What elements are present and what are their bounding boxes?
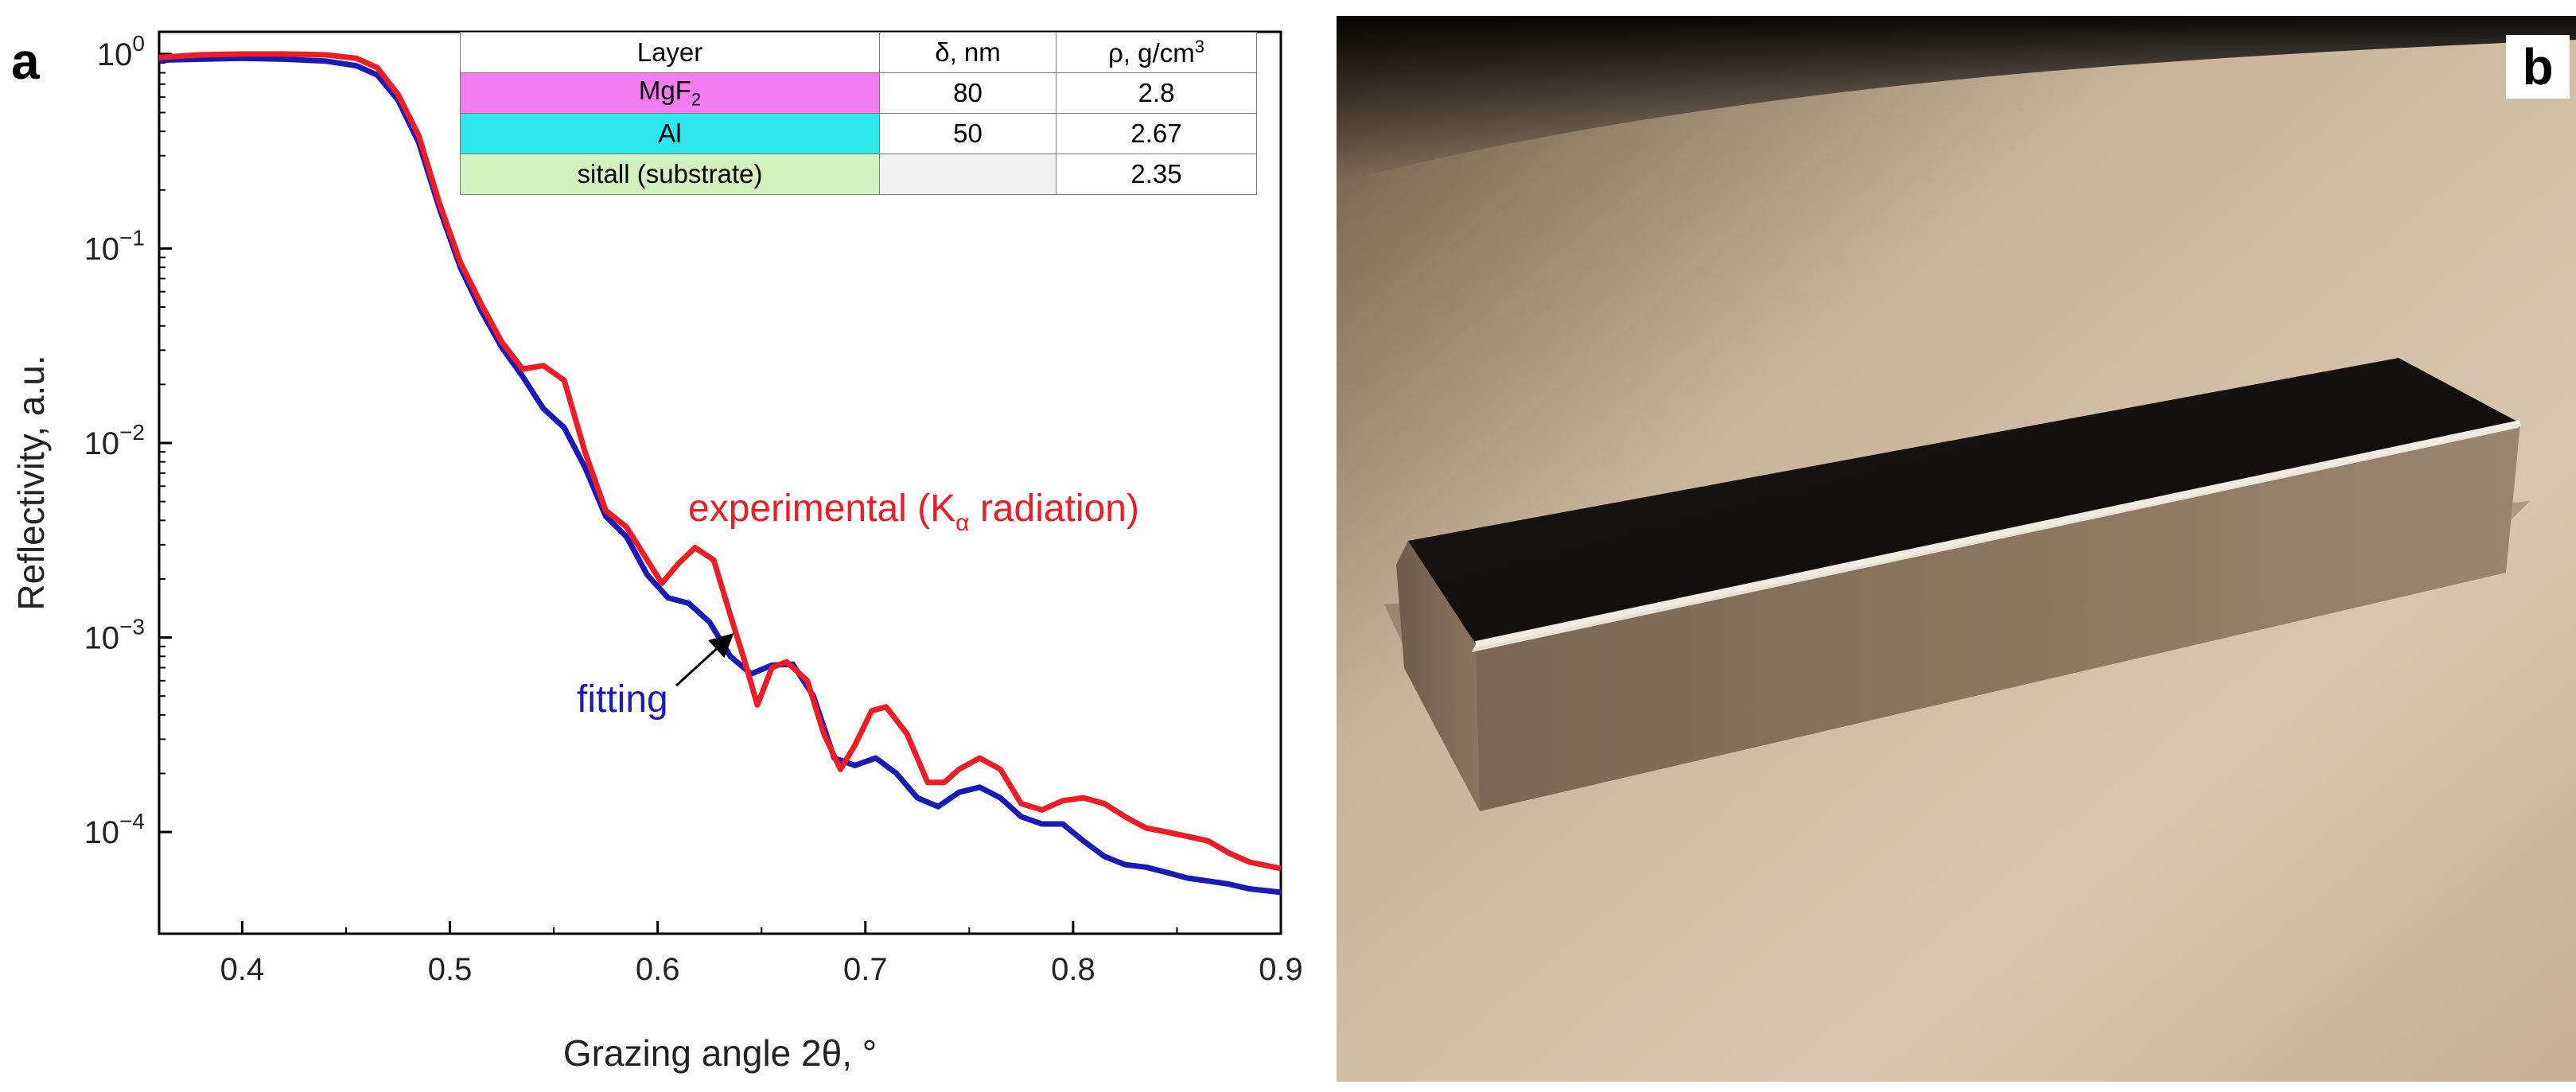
thickness-cell: 50 <box>879 113 1056 154</box>
density-cell: 2.67 <box>1056 113 1257 154</box>
mirror-highlight-edge <box>1475 420 2521 647</box>
header-thickness: δ, nm <box>879 32 1056 73</box>
photo-illustration <box>1337 16 2576 1082</box>
y-axis-label: Reflectivity, a.u. <box>10 355 52 610</box>
x-tick-label: 0.7 <box>843 952 888 987</box>
y-tick-label: 100 <box>97 31 145 72</box>
reflectivity-chart: 0.4 0.5 0.6 0.7 0.8 0.9 100 10−1 10−2 10−3 10−4 G… <box>10 30 1303 1074</box>
header-density-exp: 3 <box>1194 37 1204 56</box>
x-tick-label: 0.5 <box>428 952 473 987</box>
y-axis: 100 10−1 10−2 10−3 10−4 <box>84 31 172 850</box>
x-tick-label: 0.8 <box>1051 952 1095 987</box>
sample-photo <box>1337 16 2576 1082</box>
experimental-series-line <box>158 51 1282 872</box>
series-layer <box>158 51 1282 896</box>
thickness-cell: 80 <box>879 72 1056 114</box>
experimental-label-tail: radiation) <box>969 488 1138 530</box>
experimental-subscript: α <box>955 510 969 536</box>
layer-table: Layer δ, nm ρ, g/cm3 MgF2 80 2.8 Al 50 2… <box>460 32 1257 195</box>
y-tick-label: 10−4 <box>84 809 145 850</box>
layer-cell: Al <box>460 113 880 154</box>
y-tick-label: 10−2 <box>84 420 145 461</box>
x-axis-label: Grazing angle 2θ, ° <box>563 1032 877 1074</box>
panel-b-label: b <box>2506 35 2570 99</box>
layer-cell: sitall (substrate) <box>460 154 880 195</box>
x-tick-label: 0.6 <box>636 952 680 987</box>
sample-mirror-surface <box>1408 358 2520 644</box>
fitting-arrow <box>675 632 734 687</box>
table-row: Al 50 2.67 <box>460 113 1257 154</box>
sample-front-face <box>1476 423 2520 811</box>
layer-cell: MgF2 <box>460 72 880 114</box>
density-cell: 2.35 <box>1056 154 1257 195</box>
header-density-label: ρ, g/cm <box>1108 38 1195 68</box>
header-density: ρ, g/cm3 <box>1056 32 1257 73</box>
x-axis: 0.4 0.5 0.6 0.7 0.8 0.9 <box>220 921 1303 987</box>
photo-dark-top <box>1337 16 2576 183</box>
y-tick-label: 10−1 <box>84 225 145 266</box>
table-row: MgF2 80 2.8 <box>460 72 1257 114</box>
thickness-cell <box>879 154 1056 195</box>
experimental-label: experimental (K <box>688 488 955 530</box>
fitting-annotation: fitting <box>577 678 668 721</box>
y-tick-label: 10−3 <box>84 615 145 656</box>
header-layer: Layer <box>460 32 880 73</box>
x-tick-label: 0.4 <box>220 952 265 987</box>
table-row: sitall (substrate) 2.35 <box>460 154 1257 195</box>
experimental-annotation: experimental (Kα radiation) <box>688 488 1139 536</box>
sample-left-face <box>1396 541 1480 811</box>
table-header-row: Layer δ, nm ρ, g/cm3 <box>460 32 1257 73</box>
x-tick-label: 0.9 <box>1259 952 1303 987</box>
panel-a-label: a <box>11 33 40 90</box>
density-cell: 2.8 <box>1056 72 1257 114</box>
